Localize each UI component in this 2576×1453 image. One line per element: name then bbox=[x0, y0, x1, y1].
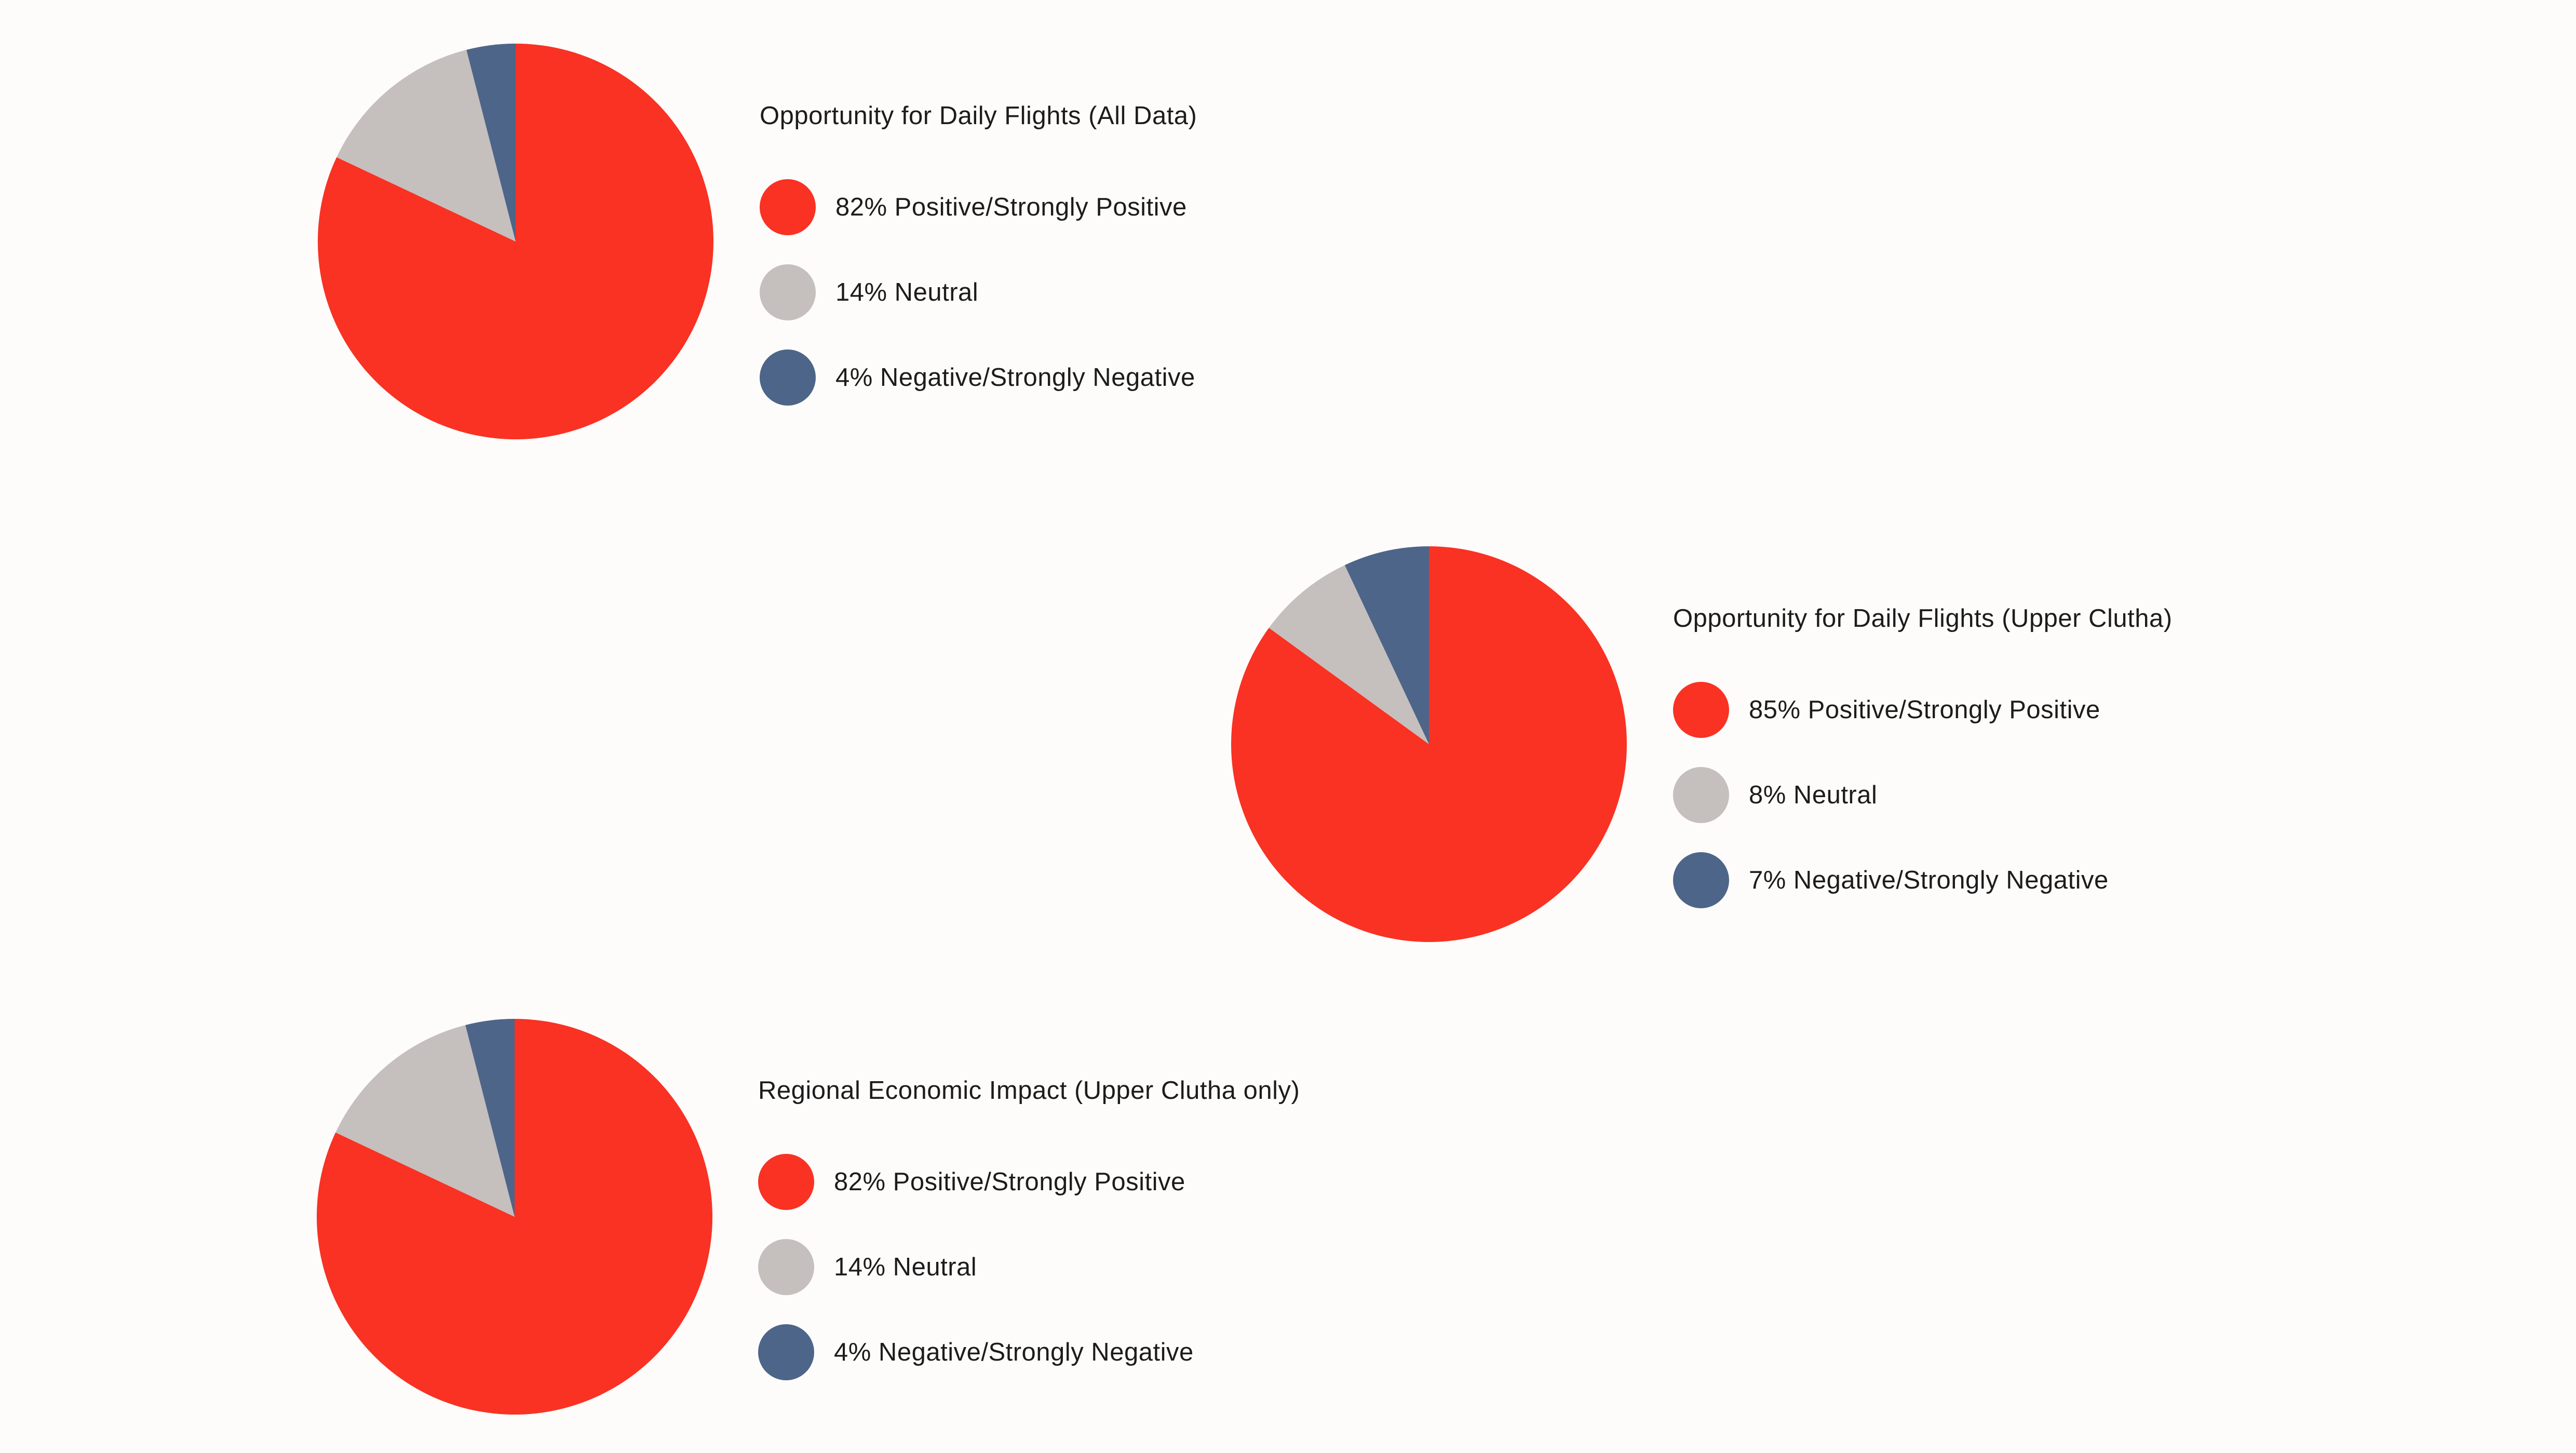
legend-item-negative: 4% Negative/Strongly Negative bbox=[758, 1324, 1194, 1380]
legend-swatch-negative bbox=[1673, 852, 1729, 908]
pie-chart-all-data: Opportunity for Daily Flights (All Data)… bbox=[0, 0, 2576, 467]
legend-swatch-positive bbox=[760, 179, 816, 235]
legend-label-neutral: 8% Neutral bbox=[1749, 781, 1878, 809]
legend-swatch-negative bbox=[758, 1324, 814, 1380]
legend-item-neutral: 14% Neutral bbox=[758, 1239, 977, 1295]
legend-item-negative: 7% Negative/Strongly Negative bbox=[1673, 852, 2109, 908]
legend-label-negative: 4% Negative/Strongly Negative bbox=[835, 364, 1195, 392]
pie-slice-negative bbox=[1344, 546, 1429, 744]
legend-swatch-positive bbox=[758, 1154, 814, 1210]
pie-chart-upper-clutha: Opportunity for Daily Flights (Upper Clu… bbox=[1231, 546, 2173, 942]
legend-label-positive: 85% Positive/Strongly Positive bbox=[1749, 696, 2100, 724]
pie-chart-svg bbox=[318, 44, 713, 439]
pie-chart-svg bbox=[317, 1019, 712, 1415]
legend-item-positive: 82% Positive/Strongly Positive bbox=[760, 179, 1187, 235]
legend-swatch-positive bbox=[1673, 682, 1729, 738]
legend-item-positive: 85% Positive/Strongly Positive bbox=[1673, 682, 2100, 738]
legend-label-neutral: 14% Neutral bbox=[834, 1253, 977, 1281]
chart-title: Opportunity for Daily Flights (All Data) bbox=[760, 102, 1197, 130]
legend-item-positive: 82% Positive/Strongly Positive bbox=[758, 1154, 1185, 1210]
legend-swatch-negative bbox=[760, 349, 816, 406]
legend-item-neutral: 8% Neutral bbox=[1673, 767, 1877, 823]
legend-swatch-neutral bbox=[1673, 767, 1729, 823]
pie-chart-svg bbox=[1231, 546, 1627, 942]
legend-item-neutral: 14% Neutral bbox=[760, 264, 978, 320]
legend-swatch-neutral bbox=[760, 264, 816, 320]
pie-slice-negative bbox=[465, 1019, 515, 1217]
legend-label-negative: 4% Negative/Strongly Negative bbox=[834, 1338, 1194, 1366]
pie-slice-neutral bbox=[1269, 565, 1429, 744]
chart-title: Opportunity for Daily Flights (Upper Clu… bbox=[1673, 604, 2173, 633]
chart-title: Regional Economic Impact (Upper Clutha o… bbox=[758, 1077, 1300, 1105]
legend-label-negative: 7% Negative/Strongly Negative bbox=[1749, 866, 2109, 894]
pie-slice-neutral bbox=[335, 1025, 515, 1217]
pie-slice-negative bbox=[466, 44, 516, 241]
legend-item-negative: 4% Negative/Strongly Negative bbox=[760, 349, 1195, 406]
legend-label-neutral: 14% Neutral bbox=[835, 278, 979, 306]
legend-swatch-neutral bbox=[758, 1239, 814, 1295]
legend-label-positive: 82% Positive/Strongly Positive bbox=[835, 193, 1187, 221]
legend-label-positive: 82% Positive/Strongly Positive bbox=[834, 1168, 1185, 1196]
pie-slice-neutral bbox=[336, 49, 516, 241]
